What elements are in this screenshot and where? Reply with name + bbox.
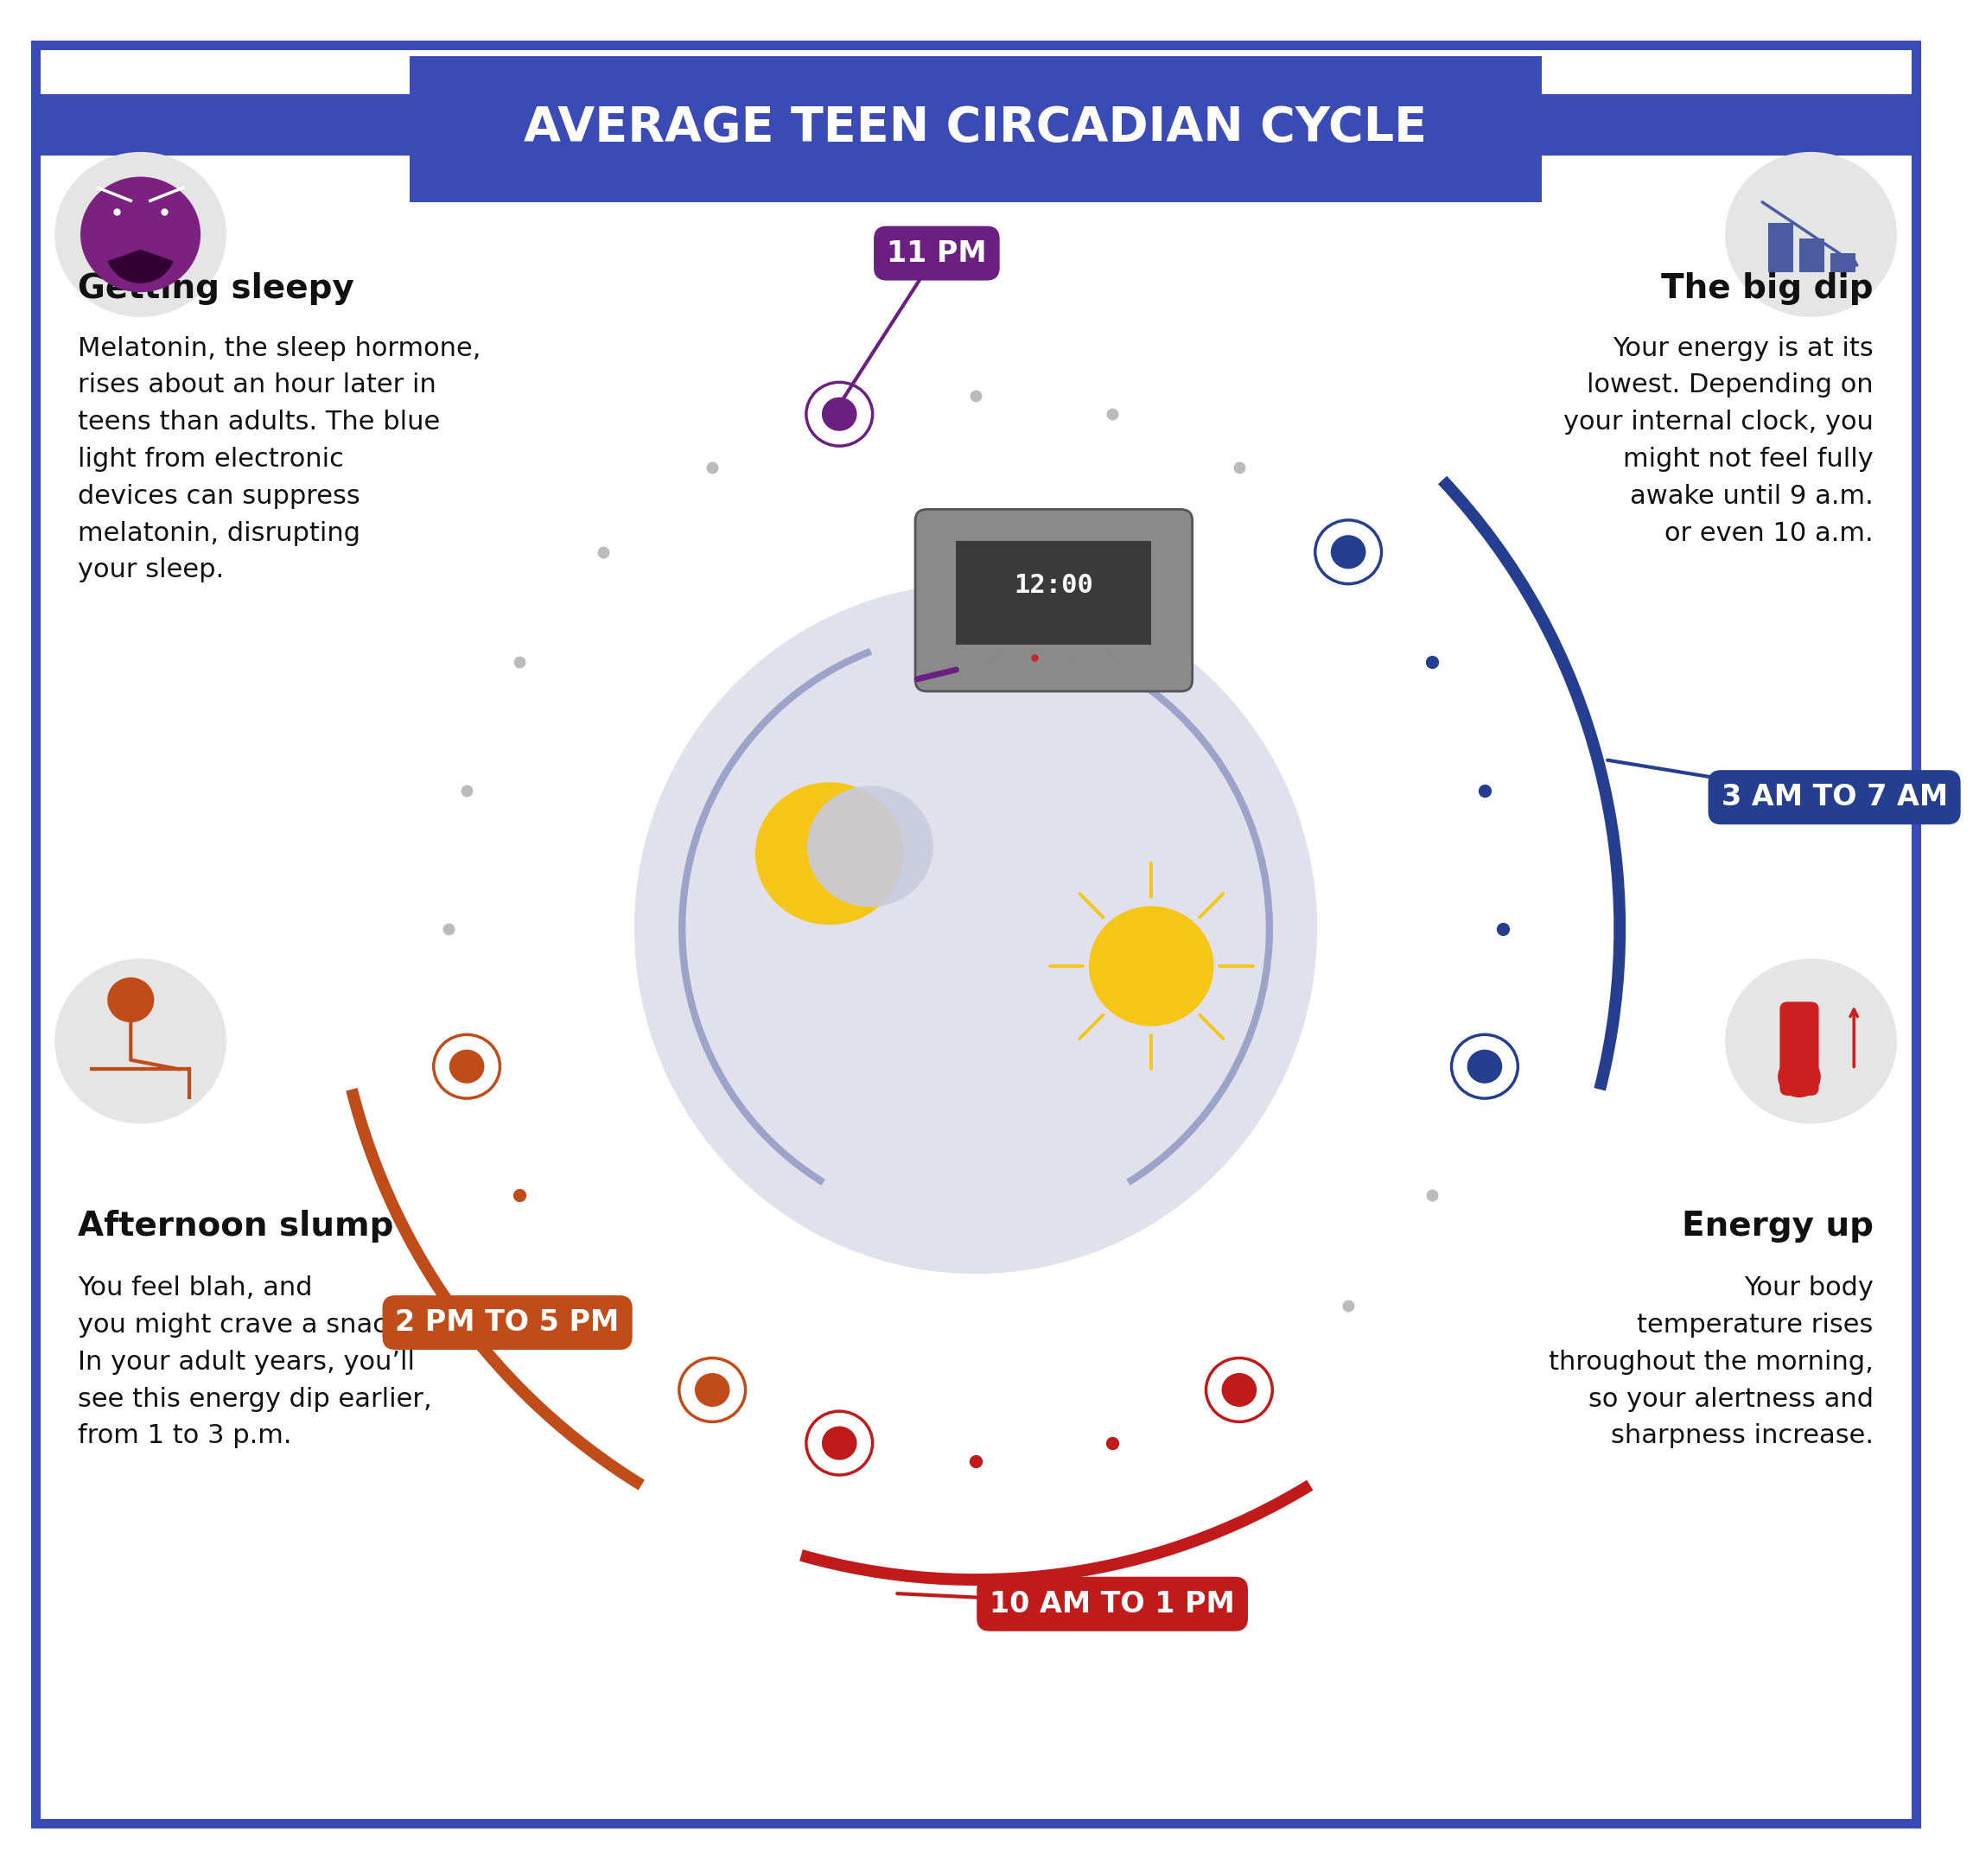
FancyBboxPatch shape <box>1768 223 1793 272</box>
FancyBboxPatch shape <box>1831 253 1857 272</box>
Wedge shape <box>107 250 174 283</box>
Text: 12:00: 12:00 <box>1014 572 1093 598</box>
Text: 3 AM TO 7 AM: 3 AM TO 7 AM <box>1720 782 1947 812</box>
Circle shape <box>807 1411 872 1475</box>
Text: 11 PM: 11 PM <box>886 238 986 268</box>
Circle shape <box>1724 959 1896 1124</box>
FancyBboxPatch shape <box>410 56 1541 203</box>
FancyBboxPatch shape <box>36 94 1916 156</box>
Circle shape <box>1316 520 1381 583</box>
Circle shape <box>807 786 933 906</box>
Circle shape <box>679 1358 746 1422</box>
Circle shape <box>81 176 201 293</box>
Circle shape <box>1221 1373 1257 1407</box>
FancyBboxPatch shape <box>957 540 1152 645</box>
Circle shape <box>1452 1034 1517 1097</box>
Circle shape <box>450 1049 483 1082</box>
Text: Your body
temperature rises
throughout the morning,
so your alertness and
sharpn: Your body temperature rises throughout t… <box>1549 1276 1874 1448</box>
Text: 2 PM TO 5 PM: 2 PM TO 5 PM <box>395 1308 620 1338</box>
Text: Afternoon slump: Afternoon slump <box>79 1210 395 1244</box>
Circle shape <box>434 1034 499 1097</box>
Circle shape <box>756 782 904 925</box>
Circle shape <box>1468 1049 1501 1082</box>
Circle shape <box>1778 1056 1821 1097</box>
Text: Energy up: Energy up <box>1681 1210 1874 1244</box>
Circle shape <box>1206 1358 1273 1422</box>
Circle shape <box>807 383 872 446</box>
FancyBboxPatch shape <box>915 510 1192 692</box>
FancyBboxPatch shape <box>1799 238 1825 272</box>
Circle shape <box>1089 906 1213 1026</box>
Circle shape <box>107 977 154 1022</box>
Circle shape <box>823 1426 856 1460</box>
Text: Your energy is at its
lowest. Depending on
your internal clock, you
might not fe: Your energy is at its lowest. Depending … <box>1563 336 1874 546</box>
Text: Getting sleepy: Getting sleepy <box>79 272 355 306</box>
Circle shape <box>55 959 227 1124</box>
Ellipse shape <box>633 583 1318 1274</box>
Text: You feel blah, and
you might crave a snack.
In your adult years, you’ll
see this: You feel blah, and you might crave a sna… <box>79 1276 432 1448</box>
Text: 10 AM TO 1 PM: 10 AM TO 1 PM <box>990 1589 1235 1619</box>
FancyBboxPatch shape <box>1780 1002 1819 1096</box>
Text: Melatonin, the sleep hormone,
rises about an hour later in
teens than adults. Th: Melatonin, the sleep hormone, rises abou… <box>79 336 481 583</box>
Text: The big dip: The big dip <box>1661 272 1874 306</box>
Circle shape <box>1330 535 1365 568</box>
Circle shape <box>1724 152 1896 317</box>
Text: AVERAGE TEEN CIRCADIAN CYCLE: AVERAGE TEEN CIRCADIAN CYCLE <box>525 105 1426 150</box>
Circle shape <box>694 1373 730 1407</box>
Circle shape <box>823 398 856 431</box>
Circle shape <box>55 152 227 317</box>
